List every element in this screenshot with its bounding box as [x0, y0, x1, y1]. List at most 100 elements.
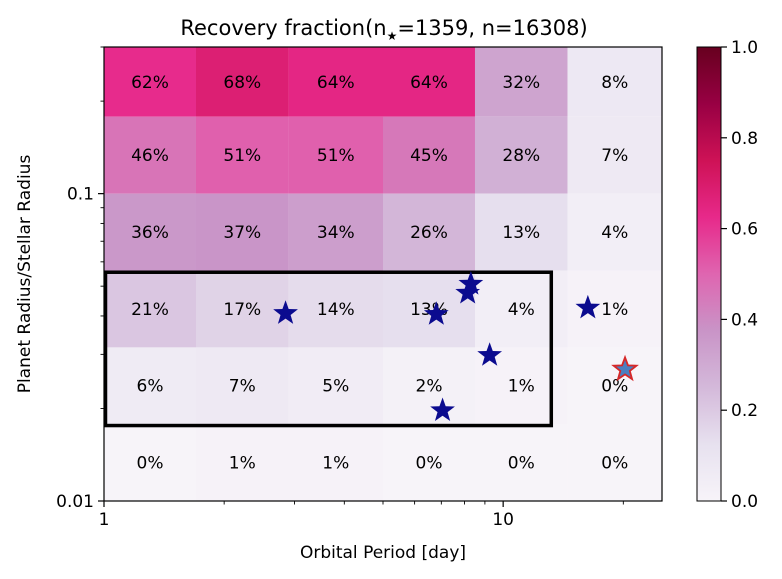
heatmap-cell-label: 17% [223, 300, 261, 320]
heatmap-cell-label: 0% [416, 454, 443, 474]
x-tick-label: 10 [492, 510, 514, 530]
heatmap-cell-label: 6% [137, 377, 164, 397]
colorbar-tick-label: 0.2 [731, 401, 758, 421]
heatmap-cell [567, 347, 662, 425]
highlighted-planet-star [611, 354, 639, 382]
colorbar-tick-label: 0.6 [731, 220, 758, 240]
heatmap-cell-label: 34% [317, 223, 355, 243]
heatmap-cell-label: 36% [131, 223, 169, 243]
heatmap-cell-label: 37% [223, 223, 261, 243]
heatmap-cell-label: 7% [601, 146, 628, 166]
x-tick-label: 1 [99, 510, 110, 530]
heatmap-cell [195, 47, 289, 117]
chart-title-suffix: =1359, n=16308) [397, 16, 587, 40]
colorbar-ticks: 0.0 0.2 0.4 0.6 0.8 1.0 [721, 38, 758, 512]
heatmap-cell-label: 45% [410, 146, 448, 166]
heatmap-cell [104, 193, 196, 271]
heatmap-cell [195, 424, 289, 501]
heatmap-cell [288, 270, 383, 348]
colorbar-tick-label: 0.4 [731, 310, 758, 330]
x-axis-label: Orbital Period [day] [300, 543, 466, 563]
heatmap-cell [474, 424, 568, 501]
heatmap-cell [567, 116, 662, 194]
heatmap-cell-label: 51% [317, 146, 355, 166]
heatmap-cell [195, 347, 289, 425]
heatmap-cell [104, 347, 196, 425]
heatmap-cell-label: 7% [229, 377, 256, 397]
heatmap-cell [195, 270, 289, 348]
y-tick-label: 0.1 [67, 185, 94, 205]
heatmap-cell [474, 116, 568, 194]
heatmap-cell [474, 193, 568, 271]
heatmap-cell-label: 14% [317, 300, 355, 320]
heatmap-cell-label: 0% [137, 454, 164, 474]
heatmap-cell-label: 64% [410, 73, 448, 93]
colorbar: 0.0 0.2 0.4 0.6 0.8 1.0 [696, 38, 758, 512]
heatmap-cell [383, 116, 475, 194]
y-tick-label: 0.01 [56, 492, 94, 512]
heatmap-cell-label: 26% [410, 223, 448, 243]
heatmap-cell-label: 62% [131, 73, 169, 93]
planet-star-marker [273, 300, 298, 324]
heatmap-cell [104, 116, 196, 194]
chart-title-prefix: Recovery fraction(n [180, 16, 386, 40]
heatmap-cell [383, 424, 475, 501]
heatmap-cell [104, 47, 196, 117]
heatmap-cell [567, 424, 662, 501]
selection-box [103, 270, 554, 428]
planet-star-marker [575, 294, 601, 319]
chart-title: Recovery fraction(n★=1359, n=16308) [180, 16, 587, 43]
heatmap-cell [288, 347, 383, 425]
heatmap-cell-label: 13% [502, 223, 540, 243]
heatmap-cell-label: 4% [601, 223, 628, 243]
heatmap-cell-label: 1% [322, 454, 349, 474]
axis-ticks: 1 10 0.1 0.01 [56, 46, 624, 530]
planet-star-marker [477, 342, 503, 366]
colorbar-tick-label: 0.8 [731, 129, 758, 149]
selection-box-layer [103, 270, 554, 428]
planet-stars [273, 271, 639, 422]
heatmap-cell-label: 46% [131, 146, 169, 166]
heatmap-cell-label: 68% [223, 73, 261, 93]
heatmap-cell-label: 64% [317, 73, 355, 93]
heatmap-cell-label: 21% [131, 300, 169, 320]
heatmap-cell [288, 116, 383, 194]
chart-title-star: ★ [387, 29, 398, 43]
heatmap-cell [567, 47, 662, 117]
heatmap-cell [195, 193, 289, 271]
heatmap-cell [383, 347, 475, 425]
heatmap-cell-label: 28% [502, 146, 540, 166]
planet-star-marker [430, 397, 455, 422]
heatmap-cell-label: 51% [223, 146, 261, 166]
heatmap-cell-labels: 62% 68% 64% 64% 32% 8% 46% 51% 51% 45% 28% 7% 36% 37%… [131, 73, 628, 474]
heatmap-cell [474, 47, 568, 117]
heatmap-cell [288, 47, 383, 117]
colorbar-gradient [697, 47, 721, 501]
planet-star-marker [458, 271, 484, 295]
heatmap-cell-label: 0% [508, 454, 535, 474]
heatmap-cell-label: 0% [601, 377, 628, 397]
heatmap-cell-label: 1% [601, 300, 628, 320]
heatmap-cell [383, 193, 475, 271]
heatmap-cell [104, 424, 196, 501]
planet-star-marker [423, 301, 449, 325]
heatmap-cell [288, 424, 383, 501]
colorbar-frame [696, 46, 722, 502]
heatmap-cell-label: 1% [229, 454, 256, 474]
heatmap-cell-label: 2% [416, 377, 443, 397]
heatmap-cell [383, 270, 475, 348]
heatmap-cell-label: 8% [601, 73, 628, 93]
colorbar-tick-label: 0.0 [731, 492, 758, 512]
heatmap-cell-label: 32% [502, 73, 540, 93]
heatmap-cell-label: 13% [410, 300, 448, 320]
heatmap-cell-label: 4% [508, 300, 535, 320]
heatmap-cell [288, 193, 383, 271]
heatmap-cells [104, 47, 662, 501]
heatmap-cell [383, 47, 475, 117]
heatmap-cell-label: 0% [601, 454, 628, 474]
heatmap-cell-label: 5% [322, 377, 349, 397]
heatmap-cell [195, 116, 289, 194]
heatmap-cell [567, 193, 662, 271]
y-axis-label: Planet Radius/Stellar Radius [15, 155, 35, 394]
